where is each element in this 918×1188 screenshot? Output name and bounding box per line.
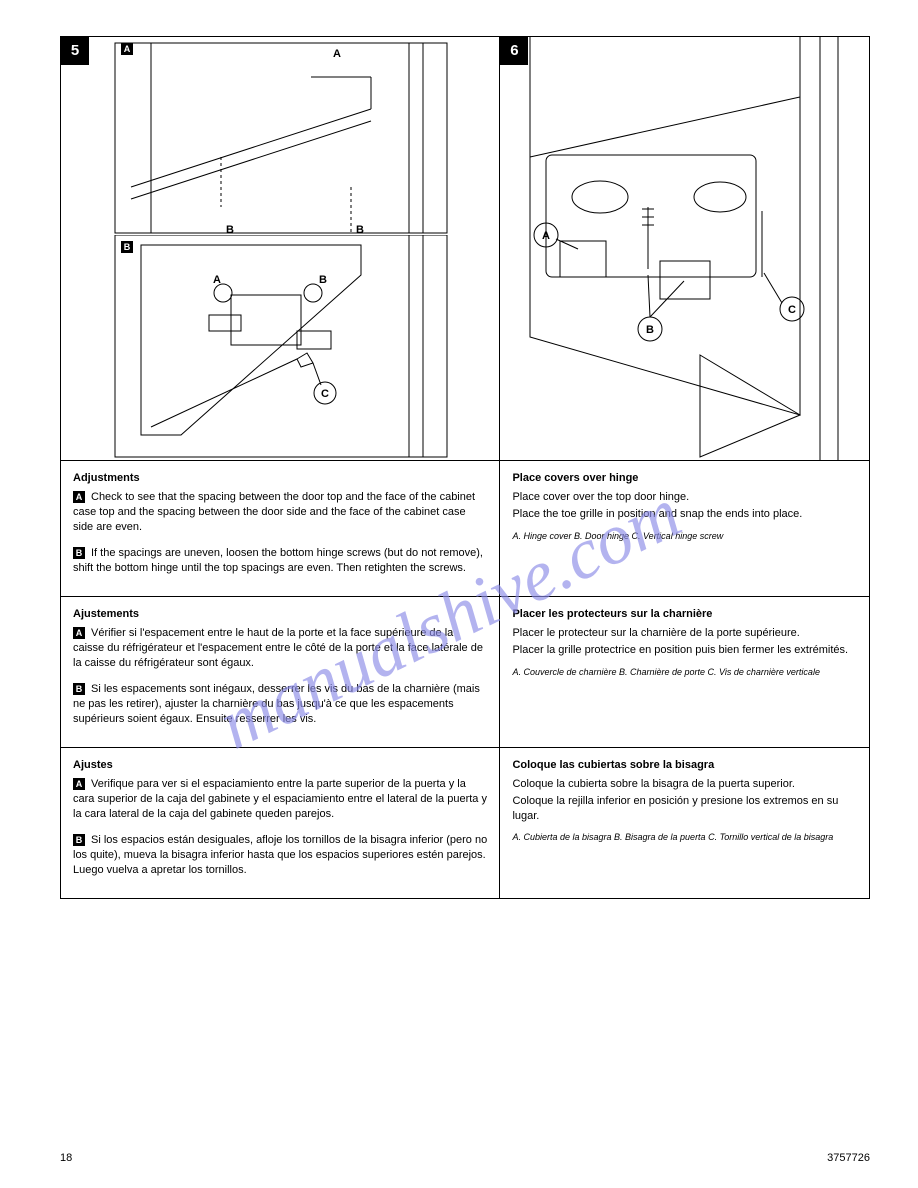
step5-fr: Ajustements AVérifier si l'espacement en… <box>61 597 500 748</box>
step6-en-key: A. Hinge cover B. Door hinge C. Vertical… <box>512 530 857 542</box>
part-number: 3757726 <box>827 1151 870 1166</box>
step5-fr-a: AVérifier si l'espacement entre le haut … <box>73 626 487 671</box>
step6-es-l1: Coloque la cubierta sobre la bisagra de … <box>512 777 857 792</box>
fig5b-label-c: C <box>321 388 329 400</box>
step5-subB-badge: B <box>121 241 133 253</box>
row-fr: Ajustements AVérifier si l'espacement en… <box>61 597 870 748</box>
step5-fr-title: Ajustements <box>73 607 487 622</box>
step5-en-a-text: Check to see that the spacing between th… <box>73 491 475 533</box>
step5-es-a: AVerifique para ver si el espaciamiento … <box>73 777 487 822</box>
sub-a-icon: A <box>73 491 85 503</box>
step6-fr-title: Placer les protecteurs sur la charnière <box>512 607 857 622</box>
step6-es-title: Coloque las cubiertas sobre la bisagra <box>512 758 857 773</box>
step5-en-b: BIf the spacings are uneven, loosen the … <box>73 546 487 576</box>
page-number: 18 <box>60 1151 72 1166</box>
fig5b-label-b: B <box>319 274 327 286</box>
step5-figure-cell: 5 A B B <box>61 37 500 461</box>
step5-fr-b-text: Si les espacements sont inégaux, desserr… <box>73 683 480 725</box>
sub-a-icon: A <box>73 778 85 790</box>
fig5a-label-b1: B <box>226 224 234 235</box>
step6-es-key: A. Cubierta de la bisagra B. Bisagra de … <box>512 831 857 843</box>
step5-fr-b: BSi les espacements sont inégaux, desser… <box>73 682 487 727</box>
step5-subA-badge: A <box>121 43 133 55</box>
step5-en: Adjustments ACheck to see that the spaci… <box>61 461 500 597</box>
step6-en: Place covers over hinge Place cover over… <box>500 461 870 597</box>
fig5b-label-a: A <box>213 274 221 286</box>
step6-fr-l1: Placer le protecteur sur la charnière de… <box>512 626 857 641</box>
layout-grid: 5 A B B <box>60 36 870 899</box>
step6-figure-cell: 6 <box>500 37 870 461</box>
step6-fig-svg: A B C <box>500 37 870 461</box>
sub-a-icon: A <box>73 627 85 639</box>
step6-fr-key: A. Couvercle de charnière B. Charnière d… <box>512 666 857 678</box>
svg-text:C: C <box>788 304 796 316</box>
sub-b-icon: B <box>73 683 85 695</box>
step5-es-b: BSi los espacios están desiguales, afloj… <box>73 833 487 878</box>
step6-en-title: Place covers over hinge <box>512 471 857 486</box>
manual-page: 5 A B B <box>0 0 918 923</box>
step6-en-l2: Place the toe grille in position and sna… <box>512 507 857 522</box>
step5-fr-a-text: Vérifier si l'espacement entre le haut d… <box>73 627 483 669</box>
step6-fr-l2: Placer la grille protectrice en position… <box>512 643 857 658</box>
fig5a-label-b2: B <box>356 224 364 235</box>
step6-en-l1: Place cover over the top door hinge. <box>512 490 857 505</box>
step5-en-b-text: If the spacings are uneven, loosen the b… <box>73 547 483 574</box>
sub-b-icon: B <box>73 547 85 559</box>
step5-fig-a-svg: A B B <box>61 37 500 235</box>
step6-fr: Placer les protecteurs sur la charnière … <box>500 597 870 748</box>
step5-es: Ajustes AVerifique para ver si el espaci… <box>61 748 500 899</box>
step5-es-a-text: Verifique para ver si el espaciamiento e… <box>73 778 487 820</box>
step5-fig-b-svg: A B C <box>61 235 500 461</box>
step6-es: Coloque las cubiertas sobre la bisagra C… <box>500 748 870 899</box>
figure-row: 5 A B B <box>61 37 870 461</box>
step5-en-title: Adjustments <box>73 471 487 486</box>
step5-es-title: Ajustes <box>73 758 487 773</box>
step6-es-l2: Coloque la rejilla inferior en posición … <box>512 794 857 824</box>
svg-text:A: A <box>542 230 550 242</box>
row-en: Adjustments ACheck to see that the spaci… <box>61 461 870 597</box>
step5-es-b-text: Si los espacios están desiguales, afloje… <box>73 834 487 876</box>
row-es: Ajustes AVerifique para ver si el espaci… <box>61 748 870 899</box>
step5-en-a: ACheck to see that the spacing between t… <box>73 490 487 535</box>
sub-b-icon: B <box>73 834 85 846</box>
fig5a-label-a: A <box>333 48 341 60</box>
svg-text:B: B <box>646 324 654 336</box>
